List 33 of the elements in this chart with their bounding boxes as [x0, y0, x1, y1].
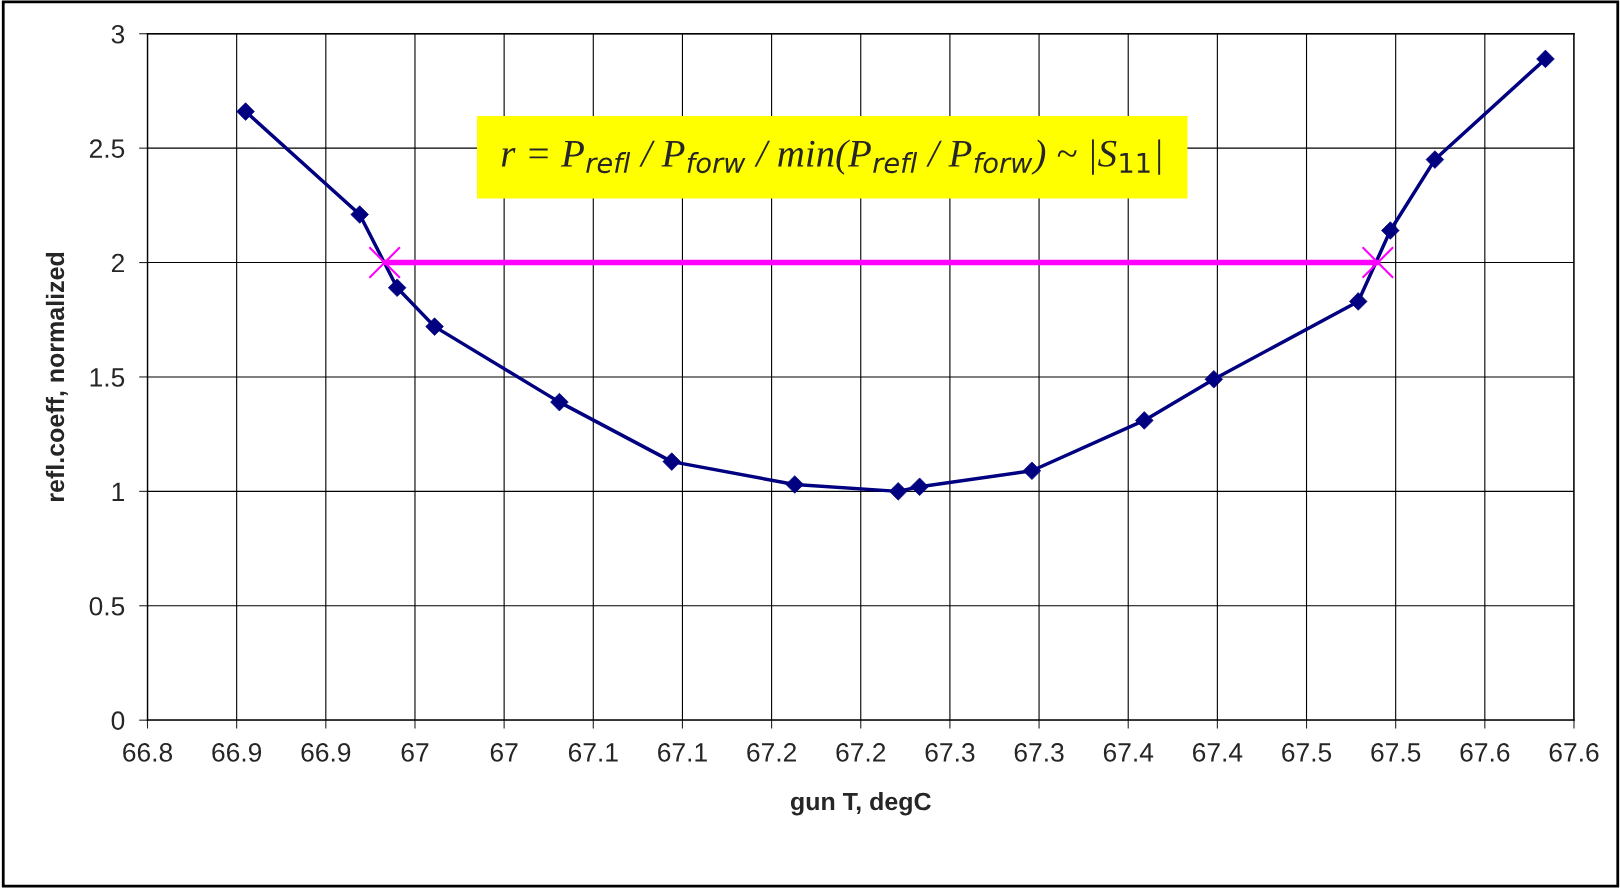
y-tick-label: 0	[111, 711, 125, 730]
text: r = P$_{refl}$ / P$_{forw}$ / min(P$_{refl}$ / P$_{forw}$) ~ |S$_{11}$|	[501, 139, 1161, 175]
x-tick-label: 66.9	[212, 743, 262, 762]
y-tick-label: 2	[111, 253, 124, 273]
x-tick-label: 67.2	[836, 743, 886, 762]
point	[1361, 246, 1395, 279]
x-tick-label: 67.5	[1371, 743, 1421, 762]
y-tick-label: 0.5	[89, 596, 125, 616]
y-tick-label: 3	[111, 24, 125, 44]
y-tick-label: 1	[112, 482, 124, 501]
y-tick-label: 1.5	[90, 368, 125, 387]
x-axis-title: gun T, degC	[790, 791, 931, 816]
x-tick-label: 67.4	[1103, 743, 1154, 762]
point	[1022, 461, 1042, 480]
point	[550, 392, 569, 412]
x-tick-label: 67.4	[1193, 743, 1243, 762]
x-tick-label: 67.1	[568, 743, 618, 762]
x-tick-label: 67.3	[1014, 743, 1064, 762]
x-tick-label: 67.6	[1460, 743, 1510, 762]
x-tick-label: 67.6	[1549, 743, 1599, 762]
x-tick-label: 67.3	[925, 743, 975, 762]
x-tick-label: 67.1	[658, 743, 707, 762]
x-tick-label: 67	[401, 743, 429, 762]
x-tick-label: 67.2	[747, 743, 796, 762]
point	[1536, 49, 1555, 69]
y-axis-title: refl.coeff, normalized	[45, 252, 68, 502]
y-tick-label: 2.5	[89, 139, 125, 158]
point	[368, 246, 401, 279]
x-tick-label: 66.9	[301, 743, 351, 762]
x-tick-label: 67	[490, 743, 518, 762]
x-tick-label: 66.8	[123, 743, 173, 762]
point	[889, 482, 908, 501]
x-tick-label: 67.5	[1282, 743, 1332, 762]
